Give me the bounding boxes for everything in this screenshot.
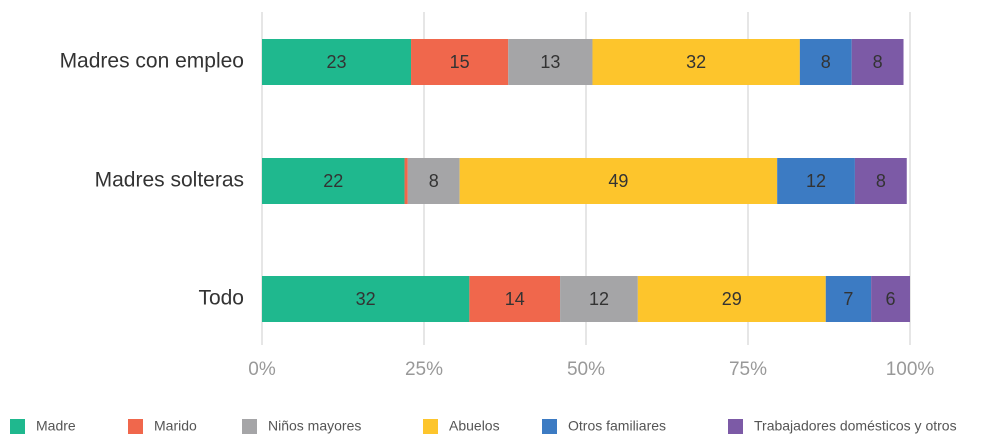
x-tick-label: 0% [248, 359, 276, 380]
value-label: 8 [876, 171, 886, 191]
value-label: 13 [540, 52, 560, 72]
legend-label: Trabajadores domésticos y otros [754, 418, 957, 434]
legend-label: Niños mayores [268, 418, 361, 434]
legend-swatch [542, 419, 557, 434]
bar-segment [799, 39, 852, 85]
bar-segment [262, 276, 470, 322]
legend-swatch [728, 419, 743, 434]
bar-segment [469, 276, 561, 322]
y-tick-label: Madres solteras [95, 169, 244, 192]
legend-swatch [242, 419, 257, 434]
bar-segment [459, 158, 778, 204]
legend-label: Madre [36, 418, 76, 434]
x-tick-label: 25% [405, 359, 443, 380]
value-label: 6 [886, 289, 896, 309]
legend-label: Abuelos [449, 418, 500, 434]
bar-segment [825, 276, 872, 322]
value-label: 22 [323, 171, 343, 191]
y-tick-label: Madres con empleo [60, 50, 244, 73]
legend-label: Otros familiares [568, 418, 666, 434]
bar-segment [508, 39, 593, 85]
legend-swatch [423, 419, 438, 434]
value-label: 29 [722, 289, 742, 309]
value-label: 32 [686, 52, 706, 72]
value-label: 7 [843, 289, 853, 309]
bar-segment [262, 39, 412, 85]
value-label: 8 [821, 52, 831, 72]
bar-segment [592, 39, 800, 85]
value-label: 12 [806, 171, 826, 191]
bar-segment [871, 276, 910, 322]
value-label: 15 [450, 52, 470, 72]
x-tick-label: 100% [886, 359, 935, 380]
bar-segment [854, 158, 907, 204]
bar-segment [404, 158, 408, 204]
value-label: 32 [356, 289, 376, 309]
value-label: 8 [873, 52, 883, 72]
y-tick-label: Todo [198, 287, 244, 310]
value-label: 23 [327, 52, 347, 72]
bar-segment [851, 39, 904, 85]
x-tick-label: 75% [729, 359, 767, 380]
bar-segment [777, 158, 855, 204]
legend-swatch [10, 419, 25, 434]
value-label: 8 [429, 171, 439, 191]
bar-segment [637, 276, 826, 322]
bar-segment [411, 39, 509, 85]
bar-segment [560, 276, 638, 322]
value-label: 14 [505, 289, 525, 309]
legend-label: Marido [154, 418, 197, 434]
value-label: 12 [589, 289, 609, 309]
value-label: 49 [608, 171, 628, 191]
x-tick-label: 50% [567, 359, 605, 380]
legend-swatch [128, 419, 143, 434]
bar-segment [262, 158, 405, 204]
bar-segment [407, 158, 460, 204]
